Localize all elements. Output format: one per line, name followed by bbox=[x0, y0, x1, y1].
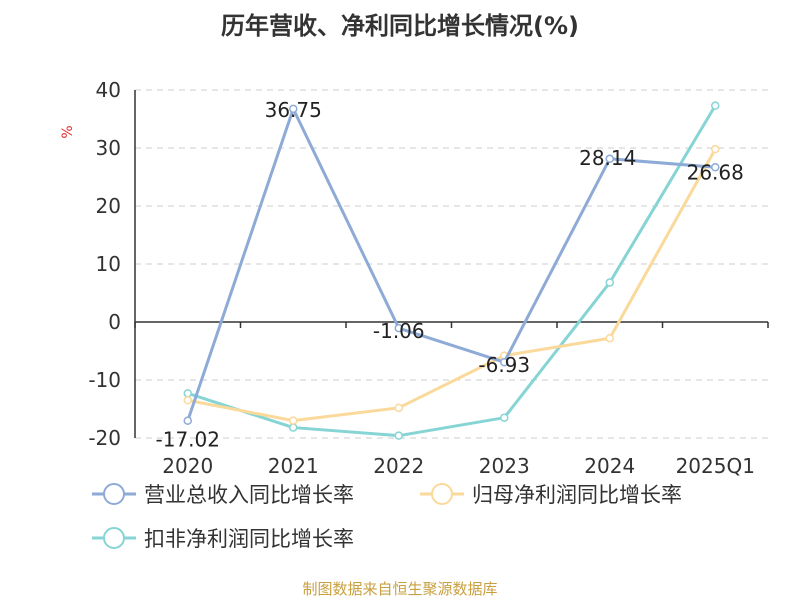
data-point bbox=[500, 413, 509, 422]
series-line bbox=[187, 104, 717, 438]
source-note: 制图数据来自恒生聚源数据库 bbox=[302, 580, 498, 598]
data-point bbox=[711, 144, 720, 154]
data-point bbox=[605, 333, 614, 343]
y-tick-label: 40 bbox=[96, 78, 121, 102]
data-label: 28.14 bbox=[579, 146, 636, 170]
data-point bbox=[605, 278, 614, 287]
data-point bbox=[183, 396, 192, 405]
data-label: -1.06 bbox=[373, 319, 425, 343]
legend-label: 归母净利润同比增长率 bbox=[472, 483, 682, 507]
x-tick-label: 2023 bbox=[479, 454, 530, 478]
data-label: -17.02 bbox=[156, 428, 220, 452]
y-tick-label: 20 bbox=[96, 194, 121, 218]
legend-marker bbox=[103, 527, 125, 549]
data-point bbox=[605, 154, 614, 164]
data-label: 36.75 bbox=[265, 98, 322, 122]
data-point bbox=[394, 431, 403, 440]
x-tick-label: 2020 bbox=[162, 454, 213, 478]
y-tick-label: -10 bbox=[88, 368, 121, 392]
data-point bbox=[289, 104, 298, 114]
legend-marker bbox=[103, 483, 125, 505]
y-tick-label: -20 bbox=[88, 426, 121, 450]
data-point bbox=[289, 423, 298, 432]
x-tick-label: 2022 bbox=[373, 454, 424, 478]
data-point bbox=[711, 101, 720, 110]
data-point bbox=[183, 389, 192, 398]
y-tick-label: 10 bbox=[96, 252, 121, 276]
data-point bbox=[183, 416, 192, 425]
series-line bbox=[187, 148, 717, 423]
x-tick-label: 2021 bbox=[268, 454, 319, 478]
data-point bbox=[500, 357, 509, 367]
legend-label: 扣非净利润同比增长率 bbox=[144, 527, 354, 551]
legend-marker bbox=[431, 483, 453, 505]
data-point bbox=[289, 416, 298, 425]
y-axis-unit: % bbox=[60, 125, 76, 138]
data-label: 26.68 bbox=[687, 160, 744, 184]
data-point bbox=[711, 163, 720, 172]
series-line bbox=[186, 107, 716, 422]
data-point bbox=[394, 323, 403, 333]
legend-label: 营业总收入同比增长率 bbox=[144, 483, 354, 507]
y-tick-label: 30 bbox=[96, 136, 121, 160]
data-point bbox=[394, 403, 403, 413]
x-tick-label: 2025Q1 bbox=[676, 454, 755, 478]
data-label: -6.93 bbox=[478, 353, 530, 377]
chart-title: 历年营收、净利同比增长情况(%) bbox=[221, 12, 579, 40]
x-tick-label: 2024 bbox=[584, 454, 635, 478]
y-tick-label: 0 bbox=[108, 310, 121, 334]
